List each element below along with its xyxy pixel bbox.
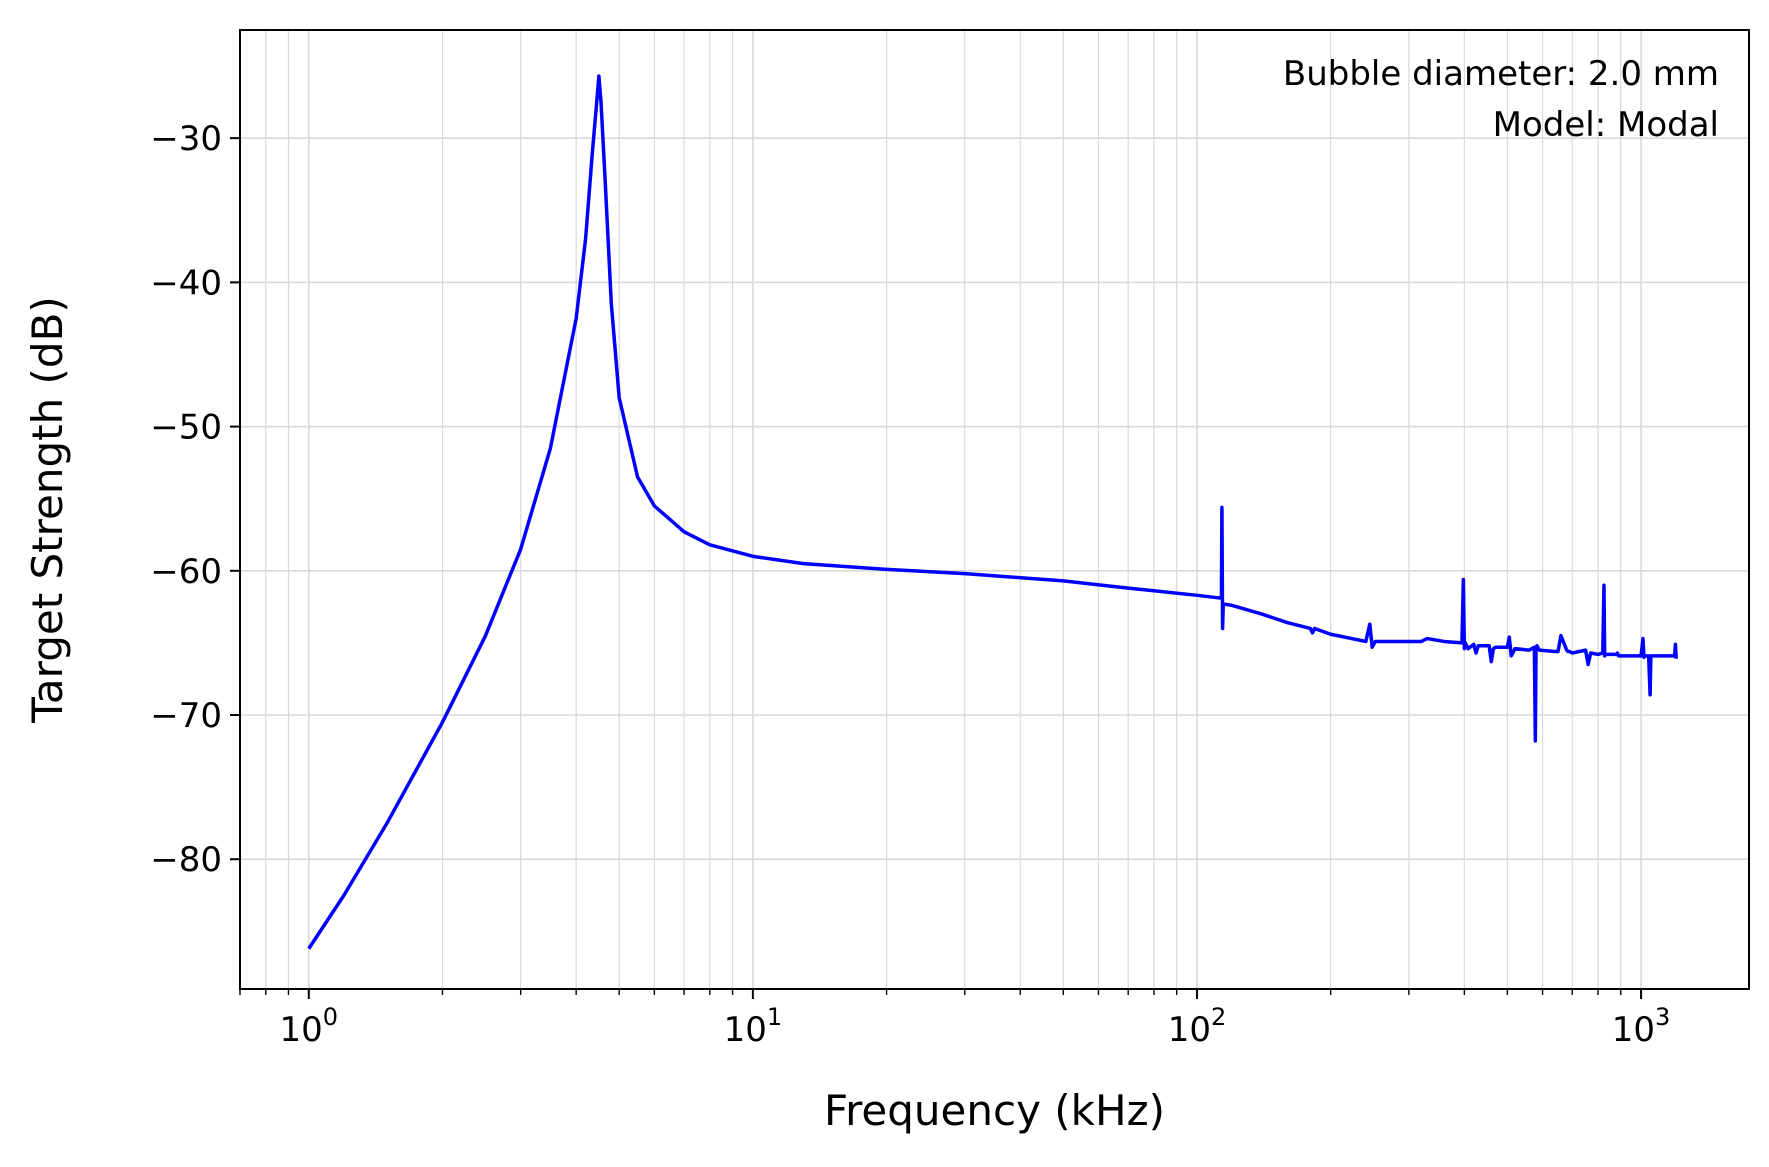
x-tick-label-exponent: 1 bbox=[767, 1003, 782, 1031]
x-tick-label-exponent: 2 bbox=[1211, 1003, 1226, 1031]
x-tick-label-exponent: 3 bbox=[1655, 1003, 1670, 1031]
x-tick-label: 103 bbox=[1612, 1003, 1671, 1050]
y-tick-label: −30 bbox=[150, 119, 222, 159]
x-tick-label: 101 bbox=[724, 1003, 783, 1050]
ticks: 100 101 102 103−30−40−50−60−70−80 bbox=[150, 119, 1670, 1050]
series-layer bbox=[307, 74, 1678, 950]
y-tick-label: −60 bbox=[150, 552, 222, 592]
x-tick-label: 102 bbox=[1168, 1003, 1227, 1050]
x-tick-label-base: 10 bbox=[724, 1010, 767, 1050]
x-tick-label-base: 10 bbox=[280, 1010, 323, 1050]
grid bbox=[239, 30, 1749, 989]
x-axis-label: Frequency (kHz) bbox=[824, 1086, 1165, 1135]
x-tick-label-base: 10 bbox=[1612, 1010, 1655, 1050]
y-tick-label: −70 bbox=[150, 696, 222, 736]
y-tick-label: −50 bbox=[150, 408, 222, 448]
annotation-model: Model: Modal bbox=[1493, 105, 1719, 145]
y-tick-label: −80 bbox=[150, 840, 222, 880]
y-axis-label: Target Strength (dB) bbox=[23, 296, 72, 724]
x-tick-label-base: 10 bbox=[1168, 1010, 1211, 1050]
series-line bbox=[307, 74, 1678, 950]
plot-frame bbox=[239, 29, 1750, 990]
annotation-bubble-diameter: Bubble diameter: 2.0 mm bbox=[1283, 54, 1719, 94]
x-tick-label-exponent: 0 bbox=[323, 1003, 338, 1031]
y-tick-label: −40 bbox=[150, 263, 222, 303]
x-tick-label: 100 bbox=[280, 1003, 339, 1050]
